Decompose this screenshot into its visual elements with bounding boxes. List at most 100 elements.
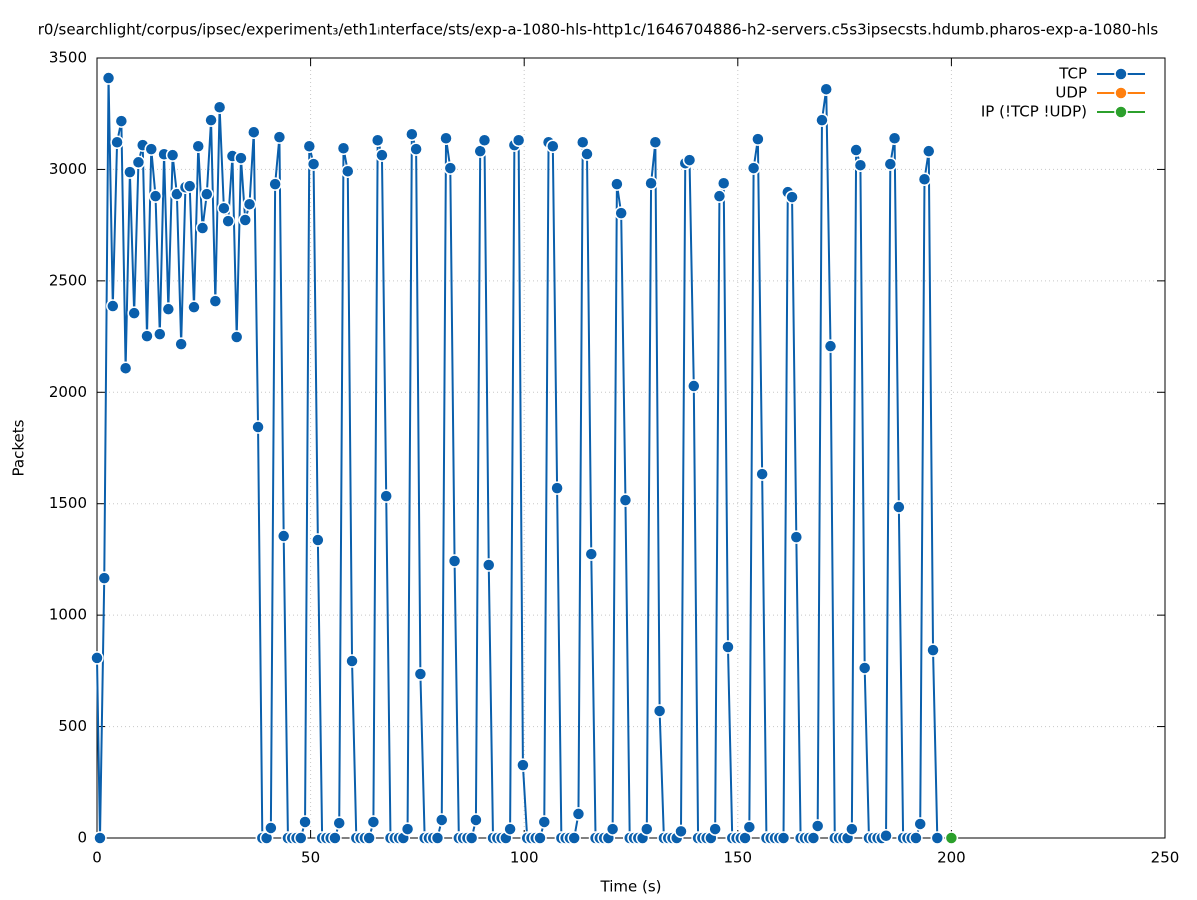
data-point [575,135,590,149]
data-point [101,71,116,85]
legend-label: TCP [1058,65,1087,83]
data-point [687,379,701,393]
data-point [247,125,261,139]
x-tick-label: 50 [301,849,320,867]
data-point [785,190,799,204]
data-point [640,822,654,836]
legend-marker [1114,67,1128,81]
data-point [823,339,838,353]
data-point [776,831,791,845]
data-point [567,831,581,845]
data-point [922,144,936,158]
y-tick-label: 2000 [49,383,87,401]
data-point [306,157,321,171]
data-point [883,157,898,171]
data-point [443,161,458,175]
data-point [182,179,197,193]
data-point [229,330,244,344]
grid [96,57,1166,839]
data-point [708,822,722,836]
data-point [516,758,530,772]
plot-border [96,57,1166,839]
data-point [97,571,112,585]
data-point [298,815,312,829]
data-point [644,176,658,190]
data-point [405,127,419,141]
data-point [345,654,359,668]
data-point [439,131,453,145]
data-point [336,141,351,156]
data-point [212,100,227,115]
data-point [477,133,492,147]
data-point [234,151,248,165]
y-axis-label: Packets [10,419,28,476]
y-tick-label: 0 [77,829,87,847]
y-tick-label: 500 [58,717,87,735]
data-point [370,133,385,147]
data-point [118,361,133,375]
data-point [140,329,154,343]
x-tick-label: 100 [510,849,539,867]
data-point [93,831,107,845]
data-point [165,148,180,162]
data-point [400,822,415,836]
data-point [469,813,483,827]
plot-area [90,71,959,845]
data-point [755,467,769,481]
x-tick-label: 250 [1151,849,1180,867]
data-point [413,667,428,681]
data-point [909,831,923,845]
data-point [810,819,825,833]
data-point [341,164,355,178]
data-point [435,813,449,827]
y-tick-label: 3500 [49,49,87,67]
legend-label: IP (!TCP !UDP) [981,103,1087,121]
data-point [712,189,727,203]
data-point [311,533,325,547]
data-point [110,135,124,149]
legend-label: UDP [1055,84,1087,102]
data-point [127,306,141,320]
data-point [302,139,317,154]
data-point [815,113,829,127]
data-point [221,214,235,228]
data-point [746,161,761,175]
data-point [533,831,547,845]
series-line [96,77,939,839]
data-point [716,176,731,190]
data-point [887,131,902,145]
data-point [926,643,940,657]
data-point [789,530,804,544]
data-point [208,294,223,308]
x-tick-label: 150 [723,849,752,867]
data-point [511,133,526,147]
y-tick-label: 1500 [49,494,87,512]
data-point [200,187,214,201]
data-point [610,177,624,191]
data-point [195,221,210,235]
data-point [187,300,201,314]
x-tick-label: 200 [937,849,966,867]
data-point [332,816,346,830]
data-point [276,529,291,543]
y-tick-label: 3000 [49,160,87,178]
data-point [721,640,735,654]
data-point [217,201,231,215]
data-point [251,420,265,434]
data-point [503,822,517,836]
data-point [161,302,176,316]
y-tick-label: 2500 [49,271,87,289]
data-point [614,206,628,220]
data-point [853,158,868,172]
data-point [153,327,167,341]
data-point [580,147,594,161]
data-point [328,831,342,845]
legend-marker [1114,105,1128,119]
data-point [849,143,863,157]
data-point [362,831,376,845]
data-point [571,807,586,821]
y-tick-label: 1000 [49,606,87,624]
data-point [90,651,104,665]
data-point [294,831,308,845]
